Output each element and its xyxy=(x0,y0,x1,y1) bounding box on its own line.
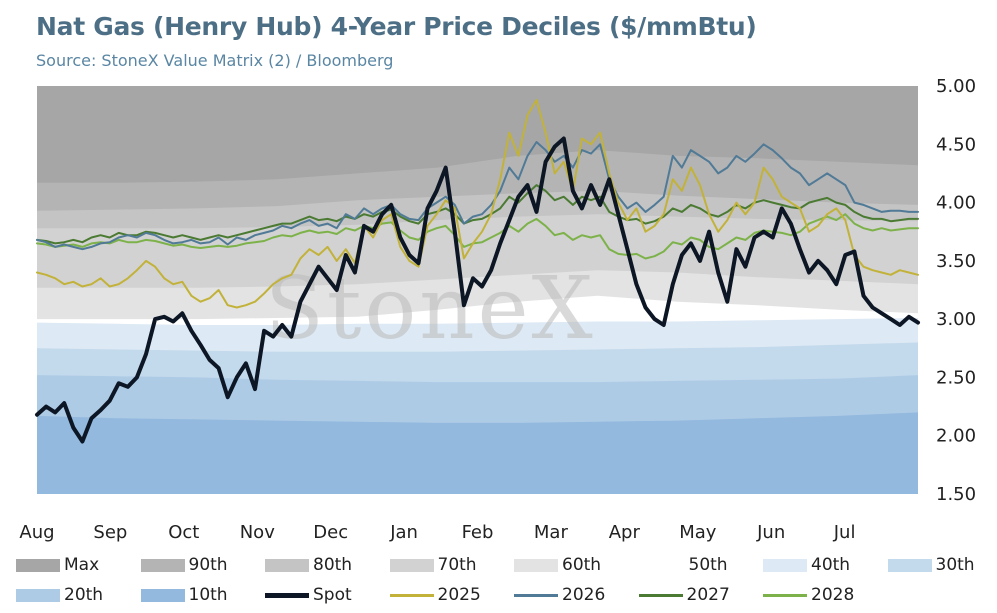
legend-swatch xyxy=(638,557,685,573)
legend-label: 40th xyxy=(811,555,851,575)
legend-item-2027: 2027 xyxy=(638,582,730,608)
x-tick-label: Jun xyxy=(756,522,785,543)
legend-label: Max xyxy=(64,555,100,575)
x-tick-label: Sep xyxy=(93,522,127,543)
series-line-spot xyxy=(35,136,920,444)
x-tick-label: Apr xyxy=(609,522,641,543)
legend-label: 2028 xyxy=(811,585,855,605)
legend-swatch xyxy=(514,593,558,597)
legend-label: 2026 xyxy=(562,585,606,605)
chart-subtitle: Source: StoneX Value Matrix (2) / Bloomb… xyxy=(36,51,394,70)
legend-swatch xyxy=(389,558,434,572)
x-axis: Aug Sep Oct Nov Dec Jan Feb Mar Apr May Jun Jul xyxy=(19,522,855,543)
legend: Max 90th 80th 70th 60th 50th 40th 30th 20th 10th S… xyxy=(16,552,991,610)
series-line-2027 xyxy=(36,184,919,245)
legend-item-2026: 2026 xyxy=(514,582,605,608)
watermark-text: StoneX xyxy=(265,259,596,359)
y-axis: 5.00 4.50 4.00 3.50 3.00 2.50 2.00 1.50 xyxy=(936,76,976,505)
legend-item-60th: 60th xyxy=(514,552,601,578)
y-tick-label: 5.00 xyxy=(936,76,976,97)
legend-label: 50th xyxy=(688,555,728,575)
legend-item-2028: 2028 xyxy=(763,582,854,608)
legend-item-10th: 10th xyxy=(140,582,228,608)
y-tick-label: 4.50 xyxy=(936,134,976,155)
y-tick-label: 3.50 xyxy=(936,251,976,272)
legend-item-2025: 2025 xyxy=(389,582,481,608)
chart-title: Nat Gas (Henry Hub) 4-Year Price Deciles… xyxy=(36,12,757,41)
x-tick-label: Dec xyxy=(313,522,348,543)
y-tick-label: 1.50 xyxy=(936,484,976,505)
legend-swatch xyxy=(389,593,434,597)
y-tick-label: 2.50 xyxy=(936,367,976,388)
legend-swatch xyxy=(514,558,558,572)
legend-item-80th: 80th xyxy=(265,552,352,578)
legend-label: 30th xyxy=(935,555,975,575)
legend-label: 70th xyxy=(437,555,477,575)
x-tick-label: Nov xyxy=(240,522,275,543)
legend-swatch xyxy=(16,588,60,602)
x-tick-label: Aug xyxy=(19,522,54,543)
y-tick-label: 4.00 xyxy=(936,193,976,214)
legend-label: 90th xyxy=(188,555,228,575)
y-tick-label: 3.00 xyxy=(936,309,976,330)
x-tick-label: Oct xyxy=(168,522,199,543)
legend-swatch xyxy=(140,558,185,572)
legend-label: 80th xyxy=(313,555,353,575)
legend-swatch xyxy=(763,558,807,572)
series-layer xyxy=(35,99,920,444)
legend-item-20th: 20th xyxy=(16,582,103,608)
x-tick-label: Feb xyxy=(462,522,494,543)
legend-item-40th: 40th xyxy=(763,552,850,578)
legend-label: Spot xyxy=(313,585,352,605)
legend-item-70th: 70th xyxy=(389,552,477,578)
series-line-2028 xyxy=(36,213,919,260)
legend-label: 2025 xyxy=(437,585,481,605)
legend-swatch xyxy=(265,592,309,598)
x-tick-label: Jan xyxy=(389,522,418,543)
legend-label: 10th xyxy=(188,585,228,605)
legend-swatch xyxy=(638,593,683,597)
legend-item-max: Max xyxy=(16,552,99,578)
band-10th xyxy=(37,412,918,494)
x-tick-label: Jul xyxy=(833,522,856,543)
legend-swatch xyxy=(140,588,185,602)
y-tick-label: 2.00 xyxy=(936,426,976,447)
series-line-2025 xyxy=(36,99,919,309)
band-layer xyxy=(37,86,918,494)
legend-item-spot: Spot xyxy=(265,582,352,608)
legend-swatch xyxy=(887,558,932,572)
legend-label: 20th xyxy=(64,585,104,605)
x-tick-label: May xyxy=(679,522,717,543)
x-tick-label: Mar xyxy=(534,522,569,543)
legend-swatch xyxy=(265,558,309,572)
legend-item-90th: 90th xyxy=(140,552,228,578)
legend-item-30th: 30th xyxy=(887,552,975,578)
legend-label: 2027 xyxy=(686,585,730,605)
legend-swatch xyxy=(16,558,60,572)
legend-swatch xyxy=(763,593,807,597)
legend-label: 60th xyxy=(562,555,602,575)
series-line-2026 xyxy=(36,141,919,251)
legend-item-50th: 50th xyxy=(638,552,728,578)
